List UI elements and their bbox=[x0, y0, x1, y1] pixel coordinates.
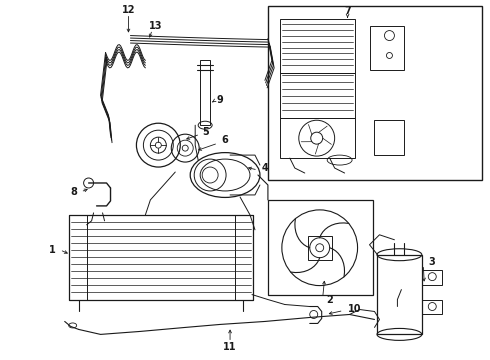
Bar bbox=[377, 255, 422, 334]
Text: 12: 12 bbox=[122, 5, 135, 15]
Bar bbox=[268, 200, 372, 294]
Text: 4: 4 bbox=[262, 163, 269, 173]
Bar bbox=[422, 270, 442, 285]
Text: 3: 3 bbox=[428, 257, 435, 267]
Bar bbox=[235, 215, 253, 300]
Bar bbox=[69, 215, 87, 300]
Bar bbox=[369, 26, 404, 71]
Text: 11: 11 bbox=[223, 342, 237, 352]
Text: 10: 10 bbox=[348, 305, 361, 315]
Text: 2: 2 bbox=[326, 294, 333, 305]
Text: 1: 1 bbox=[49, 245, 56, 255]
Bar bbox=[268, 6, 482, 180]
Bar bbox=[280, 73, 355, 118]
Text: 7: 7 bbox=[344, 6, 351, 15]
Text: 8: 8 bbox=[70, 187, 77, 197]
Bar bbox=[308, 236, 332, 260]
Bar bbox=[280, 118, 355, 158]
Text: 13: 13 bbox=[148, 21, 162, 31]
Bar bbox=[69, 215, 253, 300]
Text: 6: 6 bbox=[221, 135, 228, 145]
Bar bbox=[200, 60, 210, 125]
Text: 9: 9 bbox=[217, 95, 223, 105]
Bar bbox=[374, 120, 404, 155]
Bar bbox=[280, 19, 355, 73]
Text: 5: 5 bbox=[202, 127, 209, 137]
Bar bbox=[422, 300, 442, 315]
